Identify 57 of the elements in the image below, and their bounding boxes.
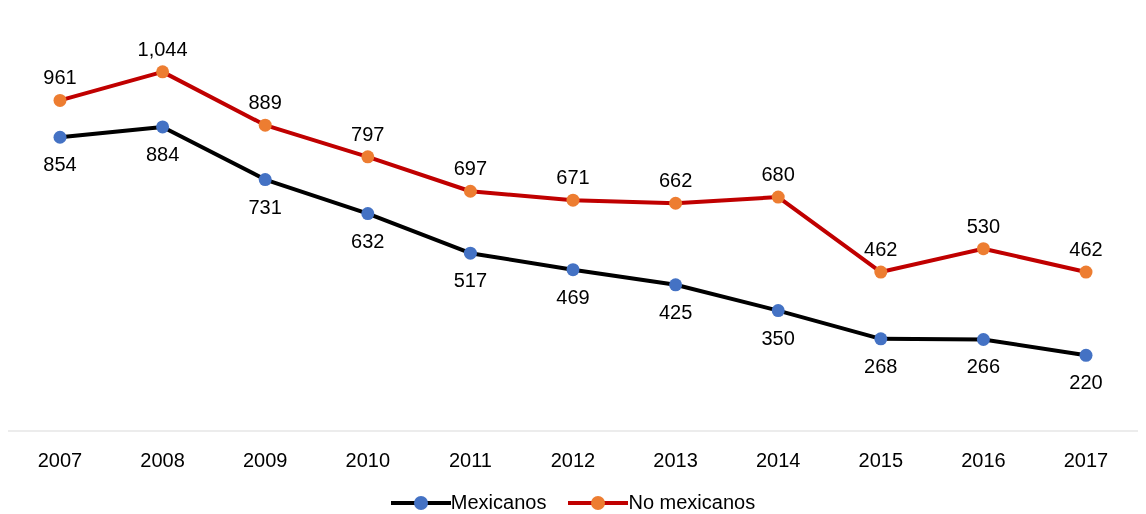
data-label: 671 (556, 166, 590, 189)
x-tick-label: 2010 (345, 449, 391, 472)
data-label: 697 (453, 157, 488, 180)
data-label: 662 (658, 169, 693, 192)
data-label: 854 (43, 153, 77, 176)
point (874, 332, 888, 346)
x-tick-label: 2011 (448, 449, 492, 472)
legend-label: Mexicanos (450, 491, 547, 514)
point (1079, 348, 1093, 362)
data-label: 884 (145, 142, 180, 165)
point (771, 304, 785, 318)
point (258, 173, 272, 187)
legend-label: No mexicanos (628, 491, 756, 514)
data-label: 731 (248, 195, 282, 218)
point (976, 333, 990, 346)
data-label: 469 (556, 285, 590, 308)
data-label: 1,044 (137, 37, 188, 60)
point (771, 190, 785, 204)
data-label: 530 (966, 214, 1001, 237)
x-tick-label: 2009 (242, 449, 288, 472)
point (463, 184, 477, 198)
data-label: 797 (351, 122, 385, 145)
data-label: 889 (248, 91, 282, 114)
x-tick-label: 2015 (858, 449, 904, 472)
data-label: 462 (864, 238, 898, 261)
point (156, 120, 170, 134)
x-tick-label: 2012 (550, 449, 596, 472)
point (53, 130, 67, 144)
x-tick-label: 2008 (140, 449, 185, 472)
x-tick-label: 2007 (37, 449, 83, 472)
x-tick-label: 2017 (1063, 449, 1109, 472)
point (566, 193, 580, 207)
data-label: 350 (761, 326, 795, 349)
data-label: 268 (864, 354, 898, 377)
data-label: 266 (966, 355, 1001, 378)
point (53, 93, 67, 107)
x-tick-label: 2016 (961, 449, 1006, 472)
point (669, 196, 683, 210)
data-label: 517 (453, 269, 488, 292)
data-label: 961 (43, 66, 77, 89)
point (1079, 265, 1093, 279)
point (566, 263, 580, 277)
data-label: 462 (1069, 238, 1103, 261)
point (258, 118, 272, 132)
point (156, 65, 170, 79)
data-label: 632 (351, 229, 385, 252)
data-label: 220 (1069, 371, 1103, 394)
point (976, 242, 990, 256)
point (361, 207, 375, 221)
x-tick-label: 2013 (653, 449, 698, 472)
data-label: 425 (658, 300, 693, 323)
data-label: 680 (761, 163, 795, 186)
point (669, 278, 683, 292)
point (874, 265, 888, 279)
point (463, 246, 477, 260)
point (361, 150, 375, 164)
x-tick-label: 2014 (755, 449, 801, 472)
